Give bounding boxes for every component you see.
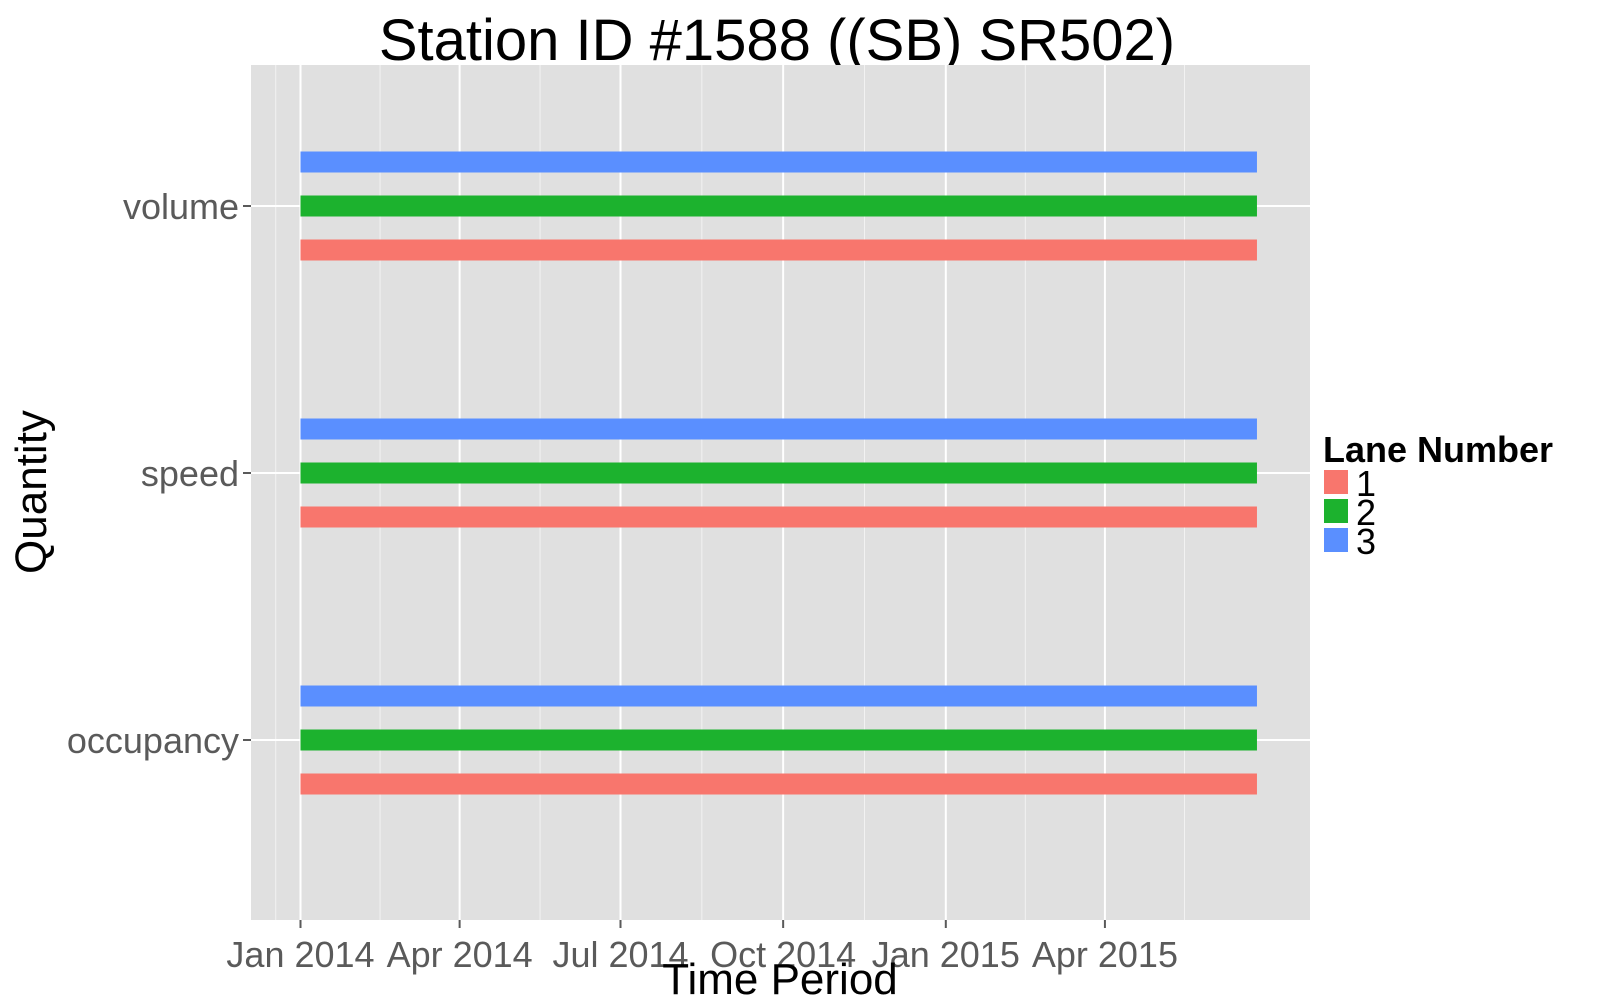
legend-label-2: 2: [1356, 492, 1376, 533]
legend: Lane Number 123: [1322, 429, 1553, 562]
legend-label-1: 1: [1356, 463, 1376, 504]
legend-label-3: 3: [1356, 521, 1376, 562]
lane-3-occupancy-bar: [300, 685, 1257, 707]
x-tick-label: Apr 2014: [387, 934, 533, 975]
y-tick-label: occupancy: [67, 720, 239, 761]
chart-title: Station ID #1588 ((SB) SR502): [379, 8, 1175, 73]
legend-key-1: [1322, 468, 1350, 496]
x-tick-label: Jan 2015: [872, 934, 1020, 975]
x-tick-label: Jul 2014: [552, 934, 688, 975]
lane-2-occupancy-bar: [300, 729, 1257, 751]
lane-2-speed-bar: [300, 462, 1257, 484]
lane-1-speed-bar: [300, 506, 1257, 528]
lane-2-volume-bar: [300, 195, 1257, 217]
y-axis: occupancy speed volume: [67, 186, 251, 761]
lane-bars: [300, 151, 1257, 795]
legend-title: Lane Number: [1323, 429, 1553, 470]
lane-1-occupancy-bar: [300, 773, 1257, 795]
lane-1-volume-bar: [300, 239, 1257, 261]
y-axis-title: Quantity: [7, 410, 56, 574]
legend-items: 123: [1322, 463, 1376, 562]
x-tick-label: Jan 2014: [226, 934, 374, 975]
x-tick-label: Apr 2015: [1032, 934, 1178, 975]
x-tick-label: Oct 2014: [710, 934, 856, 975]
legend-key-3: [1322, 526, 1350, 554]
x-axis: Jan 2014 Apr 2014 Jul 2014 Oct 2014 Jan 2015…: [226, 920, 1178, 975]
y-tick-label: volume: [123, 186, 239, 227]
lane-3-volume-bar: [300, 151, 1257, 173]
lane-3-speed-bar: [300, 418, 1257, 440]
x-axis-title: Time Period: [662, 955, 898, 1000]
legend-key-2: [1322, 497, 1350, 525]
y-tick-label: speed: [141, 453, 239, 494]
